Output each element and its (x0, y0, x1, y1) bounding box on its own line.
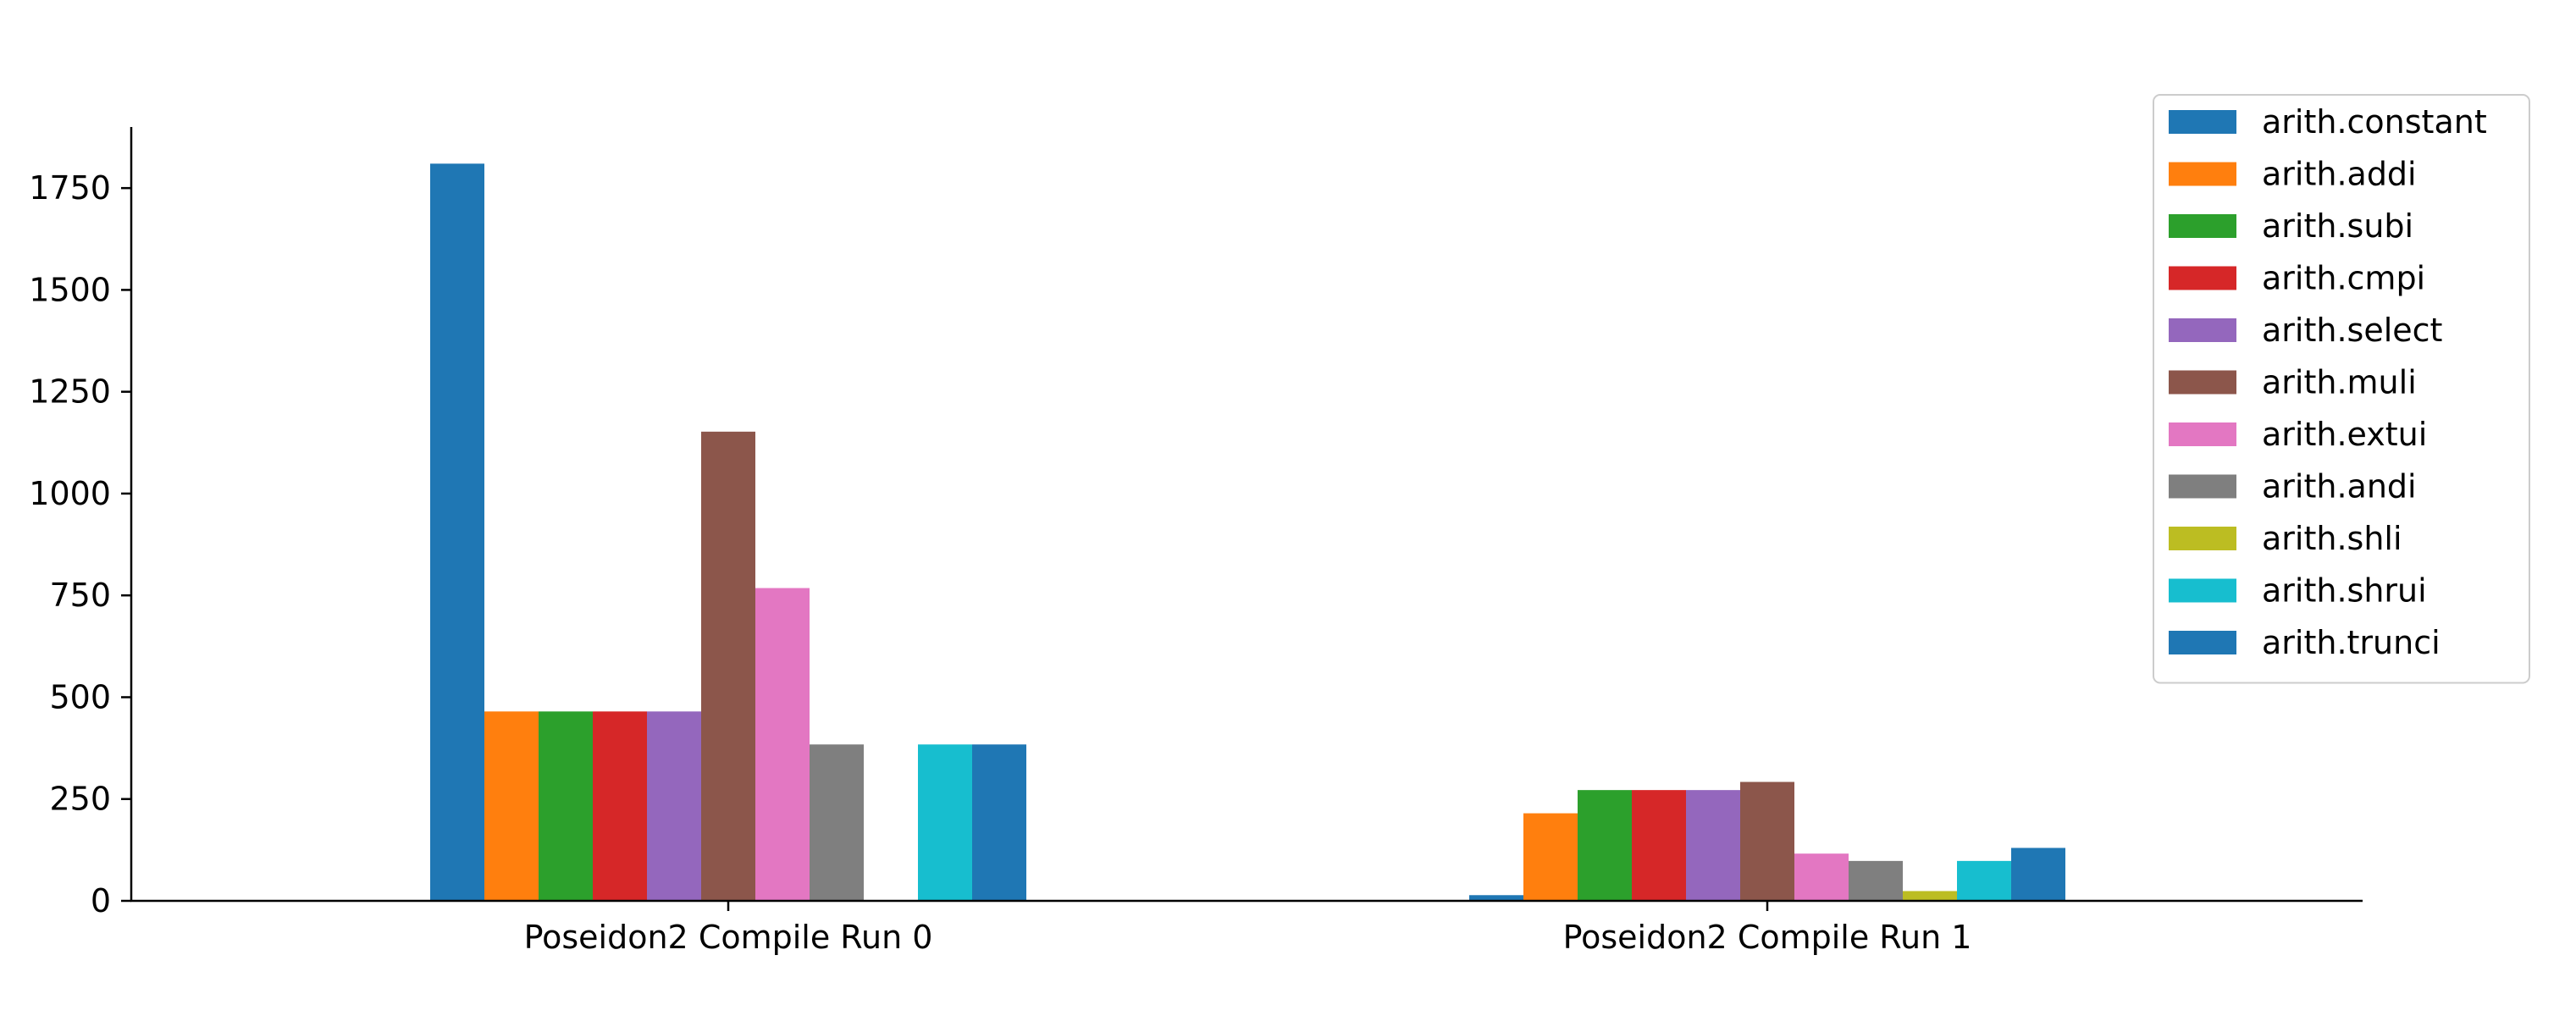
y-tick-label: 750 (49, 577, 111, 614)
bar-arith-muli-run-1 (1740, 781, 1794, 901)
bars-layer (430, 163, 2065, 902)
y-tick-label: 1750 (29, 169, 111, 207)
y-tick-label: 1000 (29, 475, 111, 512)
y-tick-label: 1500 (29, 271, 111, 308)
bar-arith-select-run-1 (1686, 790, 1740, 901)
bar-arith-shrui-run-1 (1957, 860, 2011, 901)
legend-swatch-arith-cmpi (2169, 266, 2236, 290)
bar-arith-trunci-run-0 (972, 744, 1026, 901)
legend-entry-arith-subi: arith.subi (2262, 207, 2413, 245)
bar-arith-andi-run-0 (810, 744, 864, 901)
bar-arith-select-run-0 (647, 711, 701, 901)
bar-arith-shli-run-1 (1903, 891, 1957, 901)
legend-entry-arith-andi: arith.andi (2262, 468, 2417, 505)
legend-entry-arith-trunci: arith.trunci (2262, 624, 2441, 661)
legend-entry-arith-addi: arith.addi (2262, 156, 2417, 193)
legend-swatch-arith-select (2169, 318, 2236, 342)
legend-swatch-arith-constant (2169, 110, 2236, 134)
y-tick-label: 250 (49, 781, 111, 818)
bar-arith-addi-run-1 (1523, 813, 1578, 901)
legend-swatch-arith-addi (2169, 162, 2236, 186)
legend-entry-arith-constant: arith.constant (2262, 103, 2487, 141)
bar-arith-cmpi-run-1 (1632, 790, 1686, 901)
bar-arith-subi-run-0 (539, 711, 593, 901)
bar-arith-trunci-run-1 (2011, 848, 2065, 901)
bar-arith-extui-run-1 (1794, 853, 1849, 901)
legend-frame (2153, 94, 2530, 684)
y-tick-label: 1250 (29, 373, 111, 411)
y-tick-label: 0 (91, 882, 111, 919)
bar-arith-shrui-run-0 (918, 744, 972, 901)
legend-swatch-arith-shrui (2169, 578, 2236, 603)
legend-swatch-arith-muli (2169, 370, 2236, 395)
legend-entry-arith-muli: arith.muli (2262, 364, 2417, 401)
bar-arith-subi-run-1 (1578, 790, 1632, 901)
legend: arith.constant arith.addi arith.subi arith.… (2153, 94, 2530, 684)
legend-entry-arith-extui: arith.extui (2262, 416, 2427, 453)
bar-arith-constant-run-0 (430, 163, 484, 902)
legend-swatch-arith-trunci (2169, 631, 2236, 654)
x-tick-label: Poseidon2 Compile Run 0 (524, 919, 933, 956)
bar-arith-andi-run-1 (1849, 860, 1903, 901)
legend-swatch-arith-andi (2169, 474, 2236, 499)
bar-arith-muli-run-0 (701, 431, 755, 902)
axes-layer: 0 250 500 750 1000 1250 1500 1750 Poseidon2 Comp… (29, 127, 2363, 956)
legend-swatch-arith-shli (2169, 527, 2236, 550)
x-tick-label: Poseidon2 Compile Run 1 (1563, 919, 1972, 956)
bar-arith-extui-run-0 (755, 588, 810, 901)
bar-arith-cmpi-run-0 (593, 711, 647, 901)
legend-entry-arith-cmpi: arith.cmpi (2262, 260, 2425, 297)
legend-entry-arith-shrui: arith.shrui (2262, 572, 2427, 610)
y-tick-label: 500 (49, 678, 111, 715)
legend-swatch-arith-subi (2169, 214, 2236, 238)
legend-entry-arith-shli: arith.shli (2262, 520, 2402, 557)
legend-entry-arith-select: arith.select (2262, 312, 2442, 349)
bar-arith-constant-run-1 (1469, 895, 1523, 901)
bar-arith-addi-run-0 (484, 711, 539, 901)
legend-swatch-arith-extui (2169, 422, 2236, 446)
